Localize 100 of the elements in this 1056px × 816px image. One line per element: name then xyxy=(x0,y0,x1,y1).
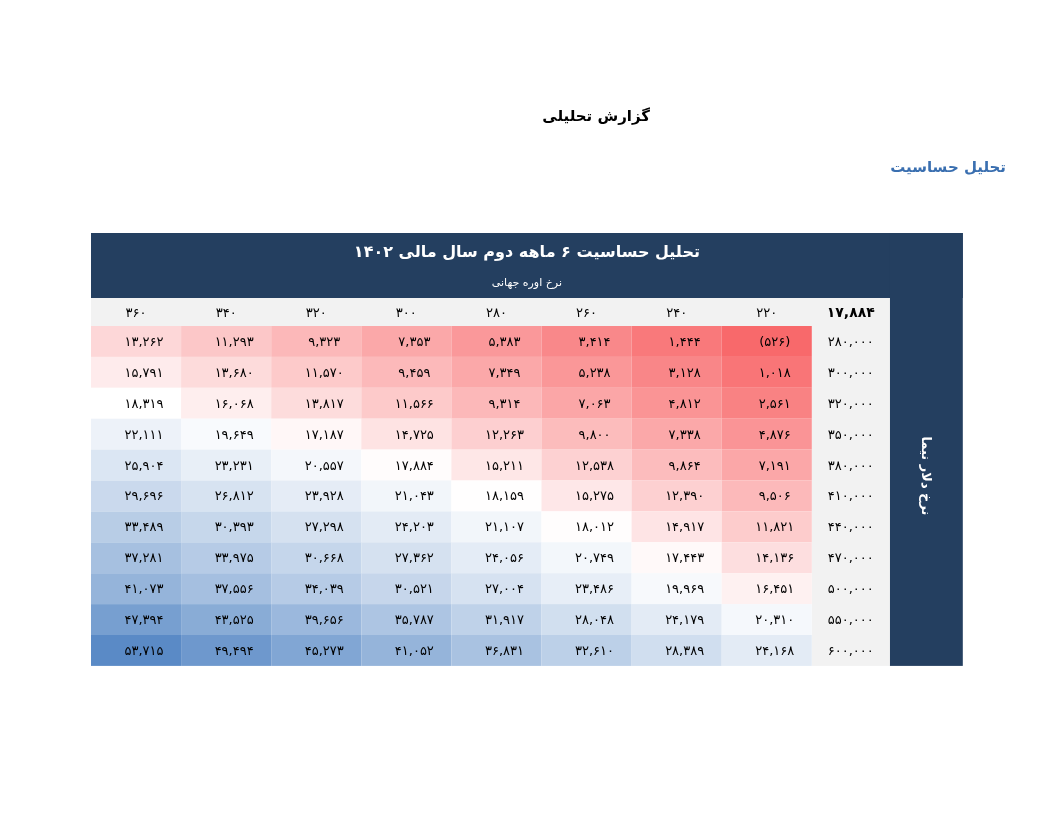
data-label: ۱۷,۱۸۷ xyxy=(304,426,344,442)
data-label: ۳,۴۱۴ xyxy=(578,333,611,349)
x-tick-label: ۲۸۰ xyxy=(485,304,507,320)
data-label: ۱۸,۳۱۹ xyxy=(124,395,164,411)
data-label: ۳۱,۹۱۷ xyxy=(484,612,524,628)
data-label: ۳,۱۲۸ xyxy=(668,364,701,380)
y-tick-label: ۳۸۰,۰۰۰ xyxy=(827,457,874,473)
data-label: ۲۰,۳۱۰ xyxy=(755,612,795,628)
data-label: ۳۳,۴۸۹ xyxy=(124,519,164,535)
data-label: ۵,۲۳۸ xyxy=(578,364,611,380)
data-label: ۳۰,۶۶۸ xyxy=(304,550,344,566)
data-label: ۱۱,۵۶۶ xyxy=(394,395,434,411)
data-label: ۱۴,۱۳۶ xyxy=(755,550,795,566)
data-label: ۱۸,۱۵۹ xyxy=(484,488,524,504)
data-label: ۱۲,۳۹۰ xyxy=(665,488,705,504)
data-label: ۳۰,۳۹۳ xyxy=(214,519,254,535)
data-label: ۲۲,۱۱۱ xyxy=(124,426,164,442)
data-label: ۳۷,۵۵۶ xyxy=(214,581,254,597)
data-label: ۵۳,۷۱۵ xyxy=(124,642,164,658)
data-label: ۴۷,۳۹۴ xyxy=(124,612,164,628)
data-label: ۱۱,۸۲۱ xyxy=(755,519,795,535)
data-label: ۱۵,۲۱۱ xyxy=(484,457,524,473)
data-label: ۳۹,۶۵۶ xyxy=(304,612,344,628)
data-label: ۱۱,۵۷۰ xyxy=(304,364,344,380)
y-tick-label: ۴۱۰,۰۰۰ xyxy=(827,488,874,504)
y-axis-title: نرخ دلار نیما xyxy=(918,436,934,516)
data-label: ۳۶,۸۳۱ xyxy=(484,642,524,658)
x-tick-label: ۲۶۰ xyxy=(576,304,598,320)
data-label: ۲۰,۷۴۹ xyxy=(575,550,615,566)
data-label: ۳۷,۲۸۱ xyxy=(124,550,164,566)
data-label: ۹,۳۱۴ xyxy=(488,395,521,411)
data-label: ۹,۵۰۶ xyxy=(758,488,791,504)
data-label: ۹,۸۰۰ xyxy=(578,426,611,442)
text: تحلیل حساسیت xyxy=(890,158,1006,176)
data-label: ۱۲,۵۳۸ xyxy=(575,457,615,473)
data-label: ۱۶,۰۶۸ xyxy=(214,395,254,411)
data-label: ۱۳,۶۸۰ xyxy=(214,364,254,380)
data-label: ۷,۰۶۳ xyxy=(578,395,611,411)
data-label: ۹,۸۶۴ xyxy=(668,457,701,473)
data-label: ۹,۴۵۹ xyxy=(398,364,431,380)
data-label: ۴۹,۴۹۴ xyxy=(214,642,254,658)
y-tick-label: ۵۰۰,۰۰۰ xyxy=(827,581,874,597)
data-label: ۲۷,۰۰۴ xyxy=(484,581,524,597)
data-label: ۲,۵۶۱ xyxy=(758,395,791,411)
data-label: ۴,۸۷۶ xyxy=(758,426,791,442)
data-label: ۳۴,۰۳۹ xyxy=(304,581,344,597)
y-tick-label: ۳۲۰,۰۰۰ xyxy=(827,395,874,411)
data-label: ۱۷,۸۸۴ xyxy=(394,457,434,473)
data-label: ۷,۳۴۹ xyxy=(488,364,521,380)
data-label: ۲۴,۲۰۳ xyxy=(394,519,434,535)
data-label: ۴,۸۱۲ xyxy=(668,395,701,411)
data-label: ۲۷,۳۶۲ xyxy=(394,550,434,566)
chart-subtitle: گزارش تحلیلی xyxy=(542,107,651,125)
y-tick-label: ۳۰۰,۰۰۰ xyxy=(827,364,874,380)
data-label: ۵,۳۸۳ xyxy=(488,333,521,349)
data-label: ۲۹,۶۹۶ xyxy=(124,488,164,504)
data-label: ۱۵,۷۹۱ xyxy=(124,364,164,380)
data-label: ۱,۴۴۴ xyxy=(668,333,701,349)
data-label: ۷,۳۳۸ xyxy=(668,426,701,442)
data-label: ۱۴,۹۱۷ xyxy=(665,519,705,535)
x-tick-label: ۳۰۰ xyxy=(395,304,417,320)
x-tick-label: ۳۴۰ xyxy=(215,304,237,320)
data-label: ۲۴,۱۷۹ xyxy=(665,612,705,628)
data-label: ۲۷,۲۹۸ xyxy=(304,519,344,535)
data-label: ۲۶,۸۱۲ xyxy=(214,488,254,504)
data-label: ۲۳,۲۳۱ xyxy=(214,457,254,473)
y-tick-label: ۶۰۰,۰۰۰ xyxy=(827,642,874,658)
data-label: ۱۵,۲۷۵ xyxy=(575,488,615,504)
data-label: ۲۸,۳۸۹ xyxy=(665,642,705,658)
data-label: ۱۷,۴۴۳ xyxy=(665,550,705,566)
data-label: ۱۶,۴۵۱ xyxy=(755,581,795,597)
data-label: ۴۱,۰۵۲ xyxy=(394,642,434,658)
data-label: ۲۱,۰۴۳ xyxy=(394,488,434,504)
y-tick-label: ۴۷۰,۰۰۰ xyxy=(827,550,874,566)
data-label: ۹,۳۲۳ xyxy=(308,333,341,349)
data-label: ۳۵,۷۸۷ xyxy=(394,612,434,628)
data-label: ۲۳,۹۲۸ xyxy=(304,488,344,504)
data-label: ۱۹,۶۴۹ xyxy=(214,426,254,442)
data-label: ۳۲,۶۱۰ xyxy=(575,642,615,658)
x-tick-label: ۳۲۰ xyxy=(305,304,327,320)
data-label: ۲۱,۱۰۷ xyxy=(484,519,524,535)
data-label: ۳۳,۹۷۵ xyxy=(214,550,254,566)
data-label: ۲۳,۴۸۶ xyxy=(575,581,615,597)
data-label: ۲۵,۹۰۴ xyxy=(124,457,164,473)
data-label: ۴۵,۲۷۳ xyxy=(304,642,344,658)
data-label: ۴۳,۵۲۵ xyxy=(214,612,254,628)
y-tick-label: ۴۴۰,۰۰۰ xyxy=(827,519,874,535)
data-label: ۱۹,۹۶۹ xyxy=(665,581,705,597)
chart-title: تحلیل حساسیت ۶ ماهه دوم سال مالی ۱۴۰۲ xyxy=(353,241,700,261)
text: ۱۷,۸۸۴ xyxy=(826,304,876,320)
x-tick-label: ۲۲۰ xyxy=(756,304,778,320)
x-tick-label: ۳۶۰ xyxy=(125,304,147,320)
data-label: ۴۱,۰۷۳ xyxy=(124,581,164,597)
data-label: (۵۲۶) xyxy=(759,333,791,349)
data-label: ۱۱,۲۹۳ xyxy=(214,333,254,349)
x-axis-title: نرخ اوره جهانی xyxy=(491,275,562,289)
data-label: ۲۸,۰۴۸ xyxy=(575,612,615,628)
y-tick-label: ۳۵۰,۰۰۰ xyxy=(827,426,874,442)
data-label: ۷,۱۹۱ xyxy=(758,457,791,473)
data-label: ۳۰,۵۲۱ xyxy=(394,581,434,597)
